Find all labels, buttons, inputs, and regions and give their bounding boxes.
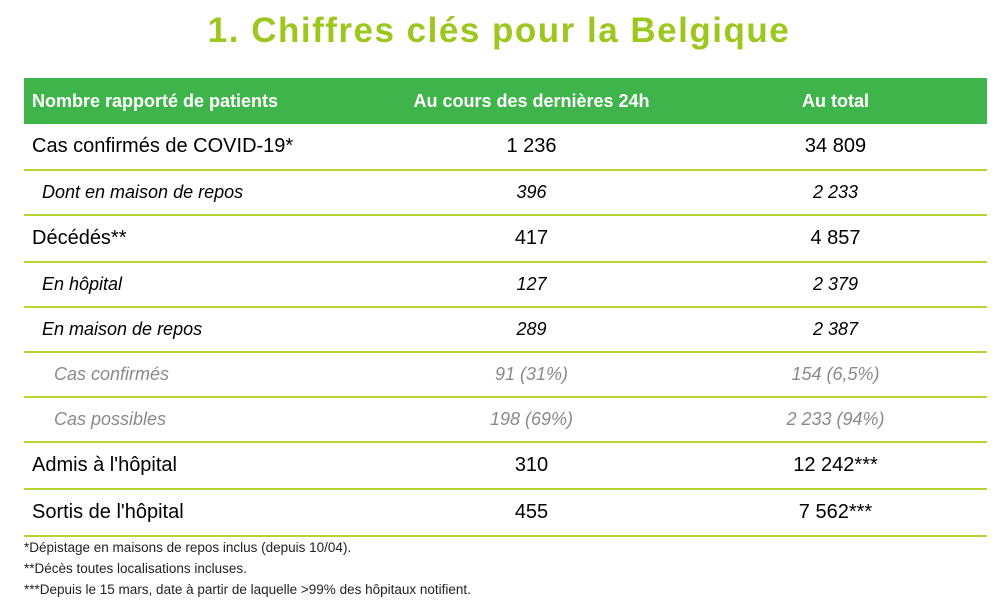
table-row: Dont en maison de repos 396 2 233	[24, 171, 987, 216]
row-label: En maison de repos	[42, 319, 203, 339]
row-label: Cas confirmés de COVID-19*	[32, 135, 294, 157]
row-total: 12 242***	[793, 454, 878, 476]
row-total: 2 233	[812, 182, 859, 202]
header-patients: Nombre rapporté de patients	[32, 90, 279, 111]
table-row: Cas confirmés de COVID-19* 1 236 34 809	[24, 124, 987, 171]
row-last-24h: 396	[516, 182, 547, 202]
row-label: Cas possibles	[54, 409, 167, 429]
row-total: 34 809	[804, 135, 867, 157]
row-last-24h: 455	[514, 501, 549, 523]
row-label: En hôpital	[42, 274, 123, 294]
row-last-24h: 91 (31%)	[494, 364, 569, 384]
row-total: 2 233 (94%)	[786, 409, 885, 429]
table-row: Cas confirmés 91 (31%) 154 (6,5%)	[24, 353, 987, 398]
row-last-24h: 1 236	[506, 135, 557, 157]
footnote: ***Depuis le 15 mars, date à partir de l…	[24, 582, 471, 597]
row-total: 2 379	[812, 274, 859, 294]
table-row: Sortis de l'hôpital 455 7 562***	[24, 490, 987, 537]
footnote: **Décès toutes localisations incluses.	[24, 561, 247, 576]
footnote: *Dépistage en maisons de repos inclus (d…	[24, 540, 352, 555]
row-label: Admis à l'hôpital	[32, 454, 177, 476]
page-title: 1. Chiffres clés pour la Belgique	[207, 11, 791, 50]
table-row: En maison de repos 289 2 387	[24, 308, 987, 353]
row-label: Dont en maison de repos	[42, 182, 244, 202]
row-total: 4 857	[810, 227, 861, 249]
row-last-24h: 289	[516, 319, 547, 339]
row-total: 154 (6,5%)	[791, 364, 880, 384]
table-header: Nombre rapporté de patients Au cours des…	[24, 78, 987, 124]
row-last-24h: 127	[516, 274, 547, 294]
row-last-24h: 198 (69%)	[489, 409, 574, 429]
header-last-24h: Au cours des dernières 24h	[413, 90, 650, 111]
footnotes: *Dépistage en maisons de repos inclus (d…	[24, 537, 471, 600]
row-last-24h: 310	[514, 454, 549, 476]
row-last-24h: 417	[514, 227, 549, 249]
row-label: Cas confirmés	[54, 364, 170, 384]
table-row: Décédés** 417 4 857	[24, 216, 987, 263]
table-row: Admis à l'hôpital 310 12 242***	[24, 443, 987, 490]
row-label: Sortis de l'hôpital	[32, 501, 184, 523]
table-row: Cas possibles 198 (69%) 2 233 (94%)	[24, 398, 987, 443]
row-label: Décédés**	[32, 227, 127, 249]
key-figures-table: Nombre rapporté de patients Au cours des…	[24, 78, 987, 537]
row-total: 2 387	[812, 319, 859, 339]
header-total: Au total	[802, 90, 869, 111]
table-row: En hôpital 127 2 379	[24, 263, 987, 308]
row-total: 7 562***	[798, 501, 873, 523]
